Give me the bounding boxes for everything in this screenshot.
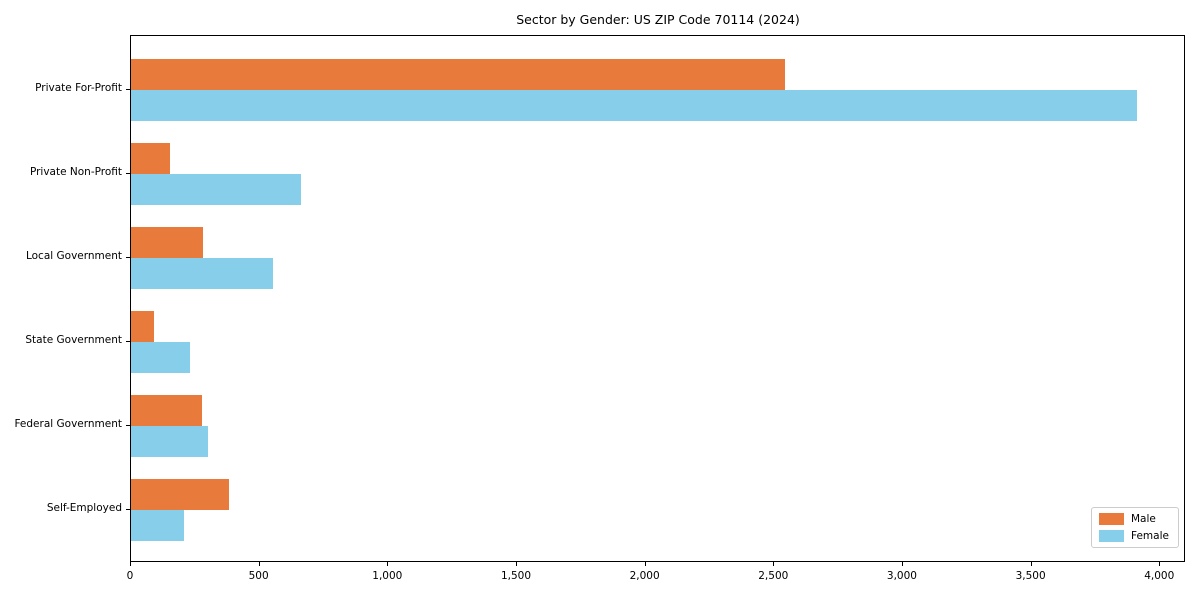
xtick-mark [644, 562, 646, 566]
xtick-mark [1030, 562, 1032, 566]
bar-male-3 [131, 227, 203, 258]
ytick-label: Private Non-Profit [29, 166, 122, 178]
bar-male-1 [131, 59, 785, 90]
bar-male-2 [131, 143, 170, 174]
ytick-mark [126, 257, 130, 258]
xtick-mark [1159, 562, 1161, 566]
legend: Male Female [1091, 507, 1179, 548]
legend-label: Female [1131, 530, 1169, 542]
ytick-mark [126, 341, 130, 342]
xtick-label: 3,500 [1015, 570, 1046, 582]
bar-female-6 [131, 510, 184, 541]
legend-row-female: Female [1099, 530, 1169, 542]
chart-title: Sector by Gender: US ZIP Code 70114 (202… [516, 12, 800, 27]
bar-female-3 [131, 258, 273, 289]
ytick-mark [126, 425, 130, 426]
xtick-label: 500 [248, 570, 269, 582]
xtick-mark [258, 562, 260, 566]
plot-area [130, 35, 1185, 562]
xtick-label: 4,000 [1144, 570, 1175, 582]
xtick-label: 1,000 [372, 570, 403, 582]
xtick-label: 2,500 [758, 570, 789, 582]
xtick-label: 0 [126, 570, 134, 582]
legend-swatch-female [1099, 530, 1124, 542]
bar-female-4 [131, 342, 190, 373]
xtick-mark [515, 562, 517, 566]
ytick-mark [126, 173, 130, 174]
legend-swatch-male [1099, 513, 1124, 525]
ytick-label: State Government [25, 334, 122, 346]
xtick-label: 3,000 [886, 570, 917, 582]
bar-female-1 [131, 90, 1137, 121]
bar-male-6 [131, 479, 229, 510]
bar-male-5 [131, 395, 202, 426]
ytick-label: Private For-Profit [35, 82, 122, 94]
ytick-mark [126, 89, 130, 90]
ytick-mark [126, 509, 130, 510]
ytick-label: Federal Government [14, 418, 122, 430]
legend-row-male: Male [1099, 513, 1169, 525]
xtick-mark [773, 562, 775, 566]
ytick-label: Self-Employed [46, 502, 122, 514]
xtick-mark [387, 562, 389, 566]
bar-female-2 [131, 174, 301, 205]
xtick-label: 1,500 [500, 570, 531, 582]
ytick-label: Local Government [25, 250, 122, 262]
xtick-mark [901, 562, 903, 566]
bar-female-5 [131, 426, 208, 457]
xtick-mark [130, 562, 131, 566]
xtick-label: 2,000 [629, 570, 660, 582]
bar-male-4 [131, 311, 154, 342]
legend-label: Male [1131, 513, 1156, 525]
